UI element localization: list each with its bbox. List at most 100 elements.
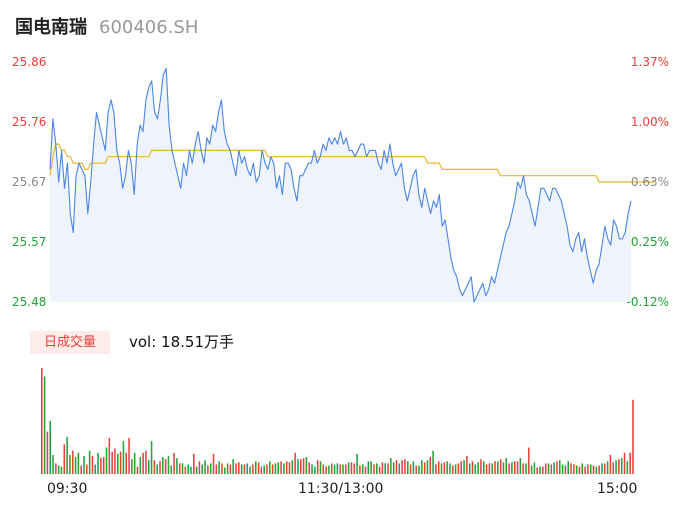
volume-bar <box>595 466 598 474</box>
volume-bar <box>508 463 510 474</box>
volume-bar <box>373 464 375 474</box>
volume-bar <box>139 457 142 474</box>
volume-bar <box>235 463 237 474</box>
volume-bar <box>297 459 299 474</box>
y-right-label: 0.63% <box>630 175 669 189</box>
volume-bar <box>271 464 274 474</box>
volume-bar <box>57 465 60 474</box>
volume-bar <box>550 464 553 474</box>
volume-bar <box>142 452 144 474</box>
volume-bar <box>226 463 229 474</box>
volume-bar <box>581 463 584 474</box>
volume-bar <box>117 453 119 474</box>
volume-bar <box>421 460 423 474</box>
volume-bar <box>201 464 204 474</box>
volume-bar <box>542 466 544 474</box>
volume-bar <box>336 463 339 474</box>
volume-bar <box>556 461 558 474</box>
volume-bar <box>263 465 265 474</box>
volume-bar <box>159 461 161 474</box>
volume-bar <box>525 463 527 474</box>
volume-bar <box>606 461 609 474</box>
volume-bar <box>466 455 468 474</box>
volume-bar <box>519 458 522 474</box>
volume-bar <box>145 450 147 474</box>
volume-bar <box>178 463 181 474</box>
volume-bar <box>601 463 603 474</box>
volume-bar <box>497 461 499 474</box>
volume-bar <box>564 465 567 474</box>
volume-bar <box>480 459 482 474</box>
volume-bar <box>528 447 530 474</box>
volume-bar <box>499 459 502 474</box>
volume-bar <box>494 461 496 474</box>
volume-bar <box>553 462 555 474</box>
volume-bar <box>584 466 586 474</box>
volume-bar <box>511 462 513 474</box>
y-right-label: 1.00% <box>630 115 669 129</box>
y-left-label: 25.76 <box>12 115 47 129</box>
volume-bar <box>468 463 471 474</box>
volume-bar <box>409 464 412 474</box>
volume-bar <box>474 464 477 474</box>
volume-bar <box>55 463 57 474</box>
volume-bar <box>246 463 249 474</box>
volume-bar <box>91 455 94 474</box>
volume-bar <box>274 463 277 474</box>
volume-bar <box>491 463 493 474</box>
volume-bar <box>280 461 282 474</box>
volume-bar <box>269 461 271 474</box>
volume-bar <box>170 465 173 474</box>
volume-bar <box>181 463 184 474</box>
volume-bar <box>218 461 220 474</box>
volume-bar <box>406 461 409 474</box>
stock-name: 国电南瑞 <box>15 17 87 38</box>
volume-bar <box>114 448 116 474</box>
volume-bar <box>260 466 263 474</box>
volume-bar <box>404 459 406 474</box>
volume-bar <box>314 466 316 474</box>
volume-bar <box>530 465 533 474</box>
volume-tag[interactable]: 日成交量 <box>30 331 110 354</box>
volume-bar <box>412 461 415 474</box>
volume-bar <box>392 462 395 474</box>
volume-bar <box>620 458 623 474</box>
volume-bar <box>629 452 631 474</box>
volume-bar <box>598 465 600 474</box>
avg-price-line <box>49 143 655 183</box>
y-right-label: -0.12% <box>626 295 669 309</box>
volume-bar <box>502 462 505 474</box>
volume-bar <box>592 465 595 474</box>
volume-bar <box>350 462 353 474</box>
price-line <box>49 67 632 303</box>
volume-bar <box>390 458 392 474</box>
volume-bar <box>153 460 156 474</box>
volume-bar <box>221 463 223 474</box>
volume-bar <box>567 461 569 474</box>
volume-bar <box>128 437 130 474</box>
volume-bar <box>288 462 291 474</box>
stock-code: 600406.SH <box>99 17 199 38</box>
volume-bar <box>77 452 80 474</box>
y-right-label: 1.37% <box>630 55 669 69</box>
volume-bar <box>432 450 434 474</box>
volume-bar <box>187 464 189 474</box>
volume-bar <box>618 459 620 474</box>
volume-bar <box>446 461 448 474</box>
volume-bar <box>232 459 234 474</box>
stock-header: 国电南瑞 600406.SH <box>15 13 198 39</box>
volume-bar <box>131 459 133 474</box>
volume-bar <box>381 462 384 474</box>
volume-bar <box>190 466 192 474</box>
volume-bar <box>437 461 440 474</box>
volume-bar <box>319 461 322 474</box>
volume-bar <box>156 464 158 474</box>
volume-bar <box>83 455 85 474</box>
volume-bar <box>561 464 564 474</box>
volume-bar <box>184 466 187 474</box>
volume-bar <box>162 457 164 474</box>
volume-bar <box>454 464 457 474</box>
volume-bar <box>612 462 615 474</box>
volume-bar <box>122 441 125 474</box>
